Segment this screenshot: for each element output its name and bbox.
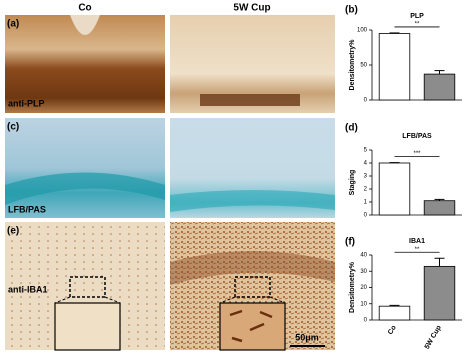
panel-label: (f) — [345, 237, 355, 248]
stain-label: anti-PLP — [8, 98, 45, 108]
y-tick-label: 5 — [364, 148, 368, 154]
chart-title: LFB/PAS — [402, 133, 432, 140]
inset — [219, 302, 286, 351]
y-tick-label: 4 — [364, 161, 368, 167]
micrograph-detail — [170, 251, 335, 285]
significance-label: *** — [413, 151, 421, 157]
column-header: Co — [78, 3, 91, 14]
significance-label: ** — [415, 22, 420, 28]
significance-label: ** — [415, 247, 420, 253]
panel-label: (a) — [7, 19, 19, 30]
stain-label: LFB/PAS — [8, 204, 46, 214]
micrograph — [5, 118, 165, 218]
y-tick-label: 10 — [360, 301, 367, 307]
y-axis-label: Densitometry% — [349, 39, 356, 91]
y-axis-label: Staging — [349, 170, 356, 196]
chart-title: IBA1 — [409, 238, 425, 245]
chart-title: PLP — [410, 13, 424, 20]
column-header: 5W Cup — [233, 3, 270, 14]
bar — [378, 33, 411, 101]
y-tick-label: 1 — [364, 200, 368, 206]
y-tick-label: 0 — [364, 318, 368, 324]
inset-cells — [229, 309, 273, 343]
y-tick-label: 100 — [357, 28, 368, 34]
y-tick-label: 0 — [364, 213, 368, 219]
y-axis-label: Densitometry% — [349, 261, 356, 313]
y-tick-label: 0 — [364, 98, 368, 104]
inset-outline — [69, 276, 106, 298]
y-tick-label: 30 — [360, 269, 367, 275]
micrograph-detail — [5, 172, 165, 205]
bar — [423, 73, 456, 101]
x-tick-label: Co — [387, 324, 398, 336]
bar — [378, 162, 411, 216]
scale-bar-label: 50μm — [295, 332, 319, 342]
x-tick-label: 5W Cup — [424, 324, 443, 350]
micrograph-detail — [70, 15, 100, 35]
bar — [423, 200, 456, 216]
bar — [423, 265, 456, 321]
y-tick-label: 2 — [364, 187, 368, 193]
y-tick-label: 40 — [360, 253, 367, 259]
micrograph-detail — [170, 190, 335, 212]
y-tick-label: 50 — [360, 63, 367, 69]
inset — [54, 302, 121, 351]
bar — [378, 305, 411, 321]
y-tick-label: 3 — [364, 174, 368, 180]
stain-label: anti-IBA1 — [8, 284, 48, 294]
panel-label: (d) — [345, 123, 358, 134]
panel-label: (e) — [7, 226, 19, 237]
inset-outline — [234, 276, 271, 298]
micrograph-detail — [200, 94, 300, 106]
panel-label: (b) — [345, 5, 358, 16]
y-tick-label: 20 — [360, 285, 367, 291]
panel-label: (c) — [7, 122, 19, 133]
